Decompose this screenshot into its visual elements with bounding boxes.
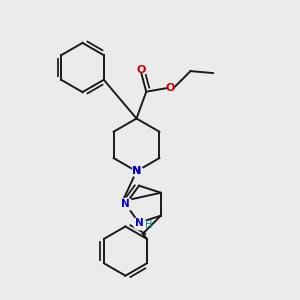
Text: N: N [132,166,141,176]
Text: O: O [136,65,146,75]
Text: N: N [135,218,143,228]
Text: O: O [166,83,175,93]
Text: H: H [145,220,152,230]
Text: N: N [121,199,130,209]
Text: N: N [132,166,141,176]
